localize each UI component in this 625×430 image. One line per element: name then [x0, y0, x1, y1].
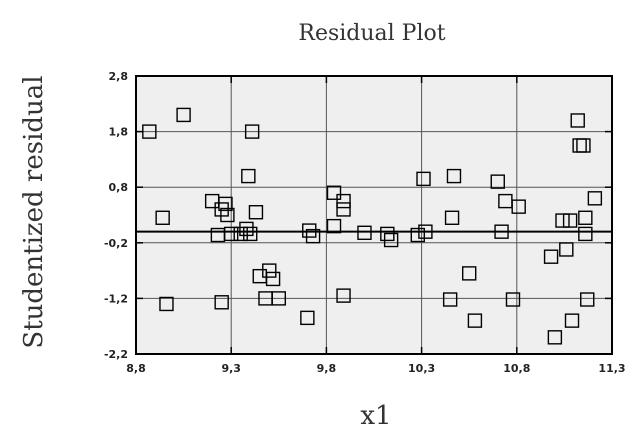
- x-tick-label: 10,3: [408, 362, 435, 375]
- data-point: [357, 225, 372, 240]
- data-point: [336, 288, 351, 303]
- data-point: [446, 168, 462, 184]
- data-point: [155, 210, 170, 225]
- data-point: [555, 213, 570, 228]
- data-point: [214, 295, 229, 310]
- y-tick-label: -1,2: [104, 292, 128, 305]
- data-point: [233, 226, 248, 242]
- data-point: [218, 196, 233, 212]
- data-point: [576, 138, 591, 153]
- x-tick-label: 9,8: [317, 362, 337, 375]
- data-point: [410, 227, 425, 243]
- data-point: [505, 292, 521, 307]
- data-point: [462, 266, 477, 281]
- data-point: [383, 232, 399, 248]
- data-point: [300, 310, 315, 326]
- grid-lines: [136, 76, 612, 354]
- data-point: [243, 226, 258, 242]
- y-axis-label: Studentized residual: [19, 75, 49, 348]
- data-point: [214, 202, 229, 217]
- plot-area: [135, 75, 613, 355]
- x-tick-label: 11,3: [598, 362, 625, 375]
- chart-title: Residual Plot: [298, 21, 445, 46]
- data-point: [416, 171, 431, 187]
- data-point: [578, 226, 593, 242]
- y-tick-label: -0,2: [104, 237, 128, 250]
- data-point: [543, 249, 559, 264]
- data-point: [494, 224, 509, 239]
- data-point: [326, 185, 342, 200]
- data-point: [444, 210, 460, 225]
- data-point: [142, 124, 157, 139]
- x-tick-label: 10,8: [503, 362, 530, 375]
- data-point: [336, 202, 351, 217]
- data-point: [241, 168, 256, 184]
- data-point: [580, 292, 595, 307]
- y-tick-label: 1,8: [109, 126, 129, 139]
- data-point: [559, 242, 574, 257]
- data-point: [248, 205, 264, 220]
- data-point: [578, 210, 593, 225]
- data-point: [220, 207, 235, 223]
- data-point: [490, 174, 505, 189]
- data-point: [262, 263, 277, 278]
- data-point: [159, 296, 174, 312]
- data-point: [265, 271, 281, 287]
- data-point: [223, 226, 239, 242]
- y-tick-label: 0,8: [109, 181, 129, 194]
- x-axis-label: x1: [360, 401, 391, 430]
- data-point: [511, 199, 526, 214]
- data-point: [305, 228, 321, 244]
- data-point: [271, 291, 286, 306]
- data-point: [467, 313, 483, 328]
- data-point: [336, 193, 351, 209]
- data-point: [418, 224, 433, 239]
- x-tick-label: 8,8: [126, 362, 146, 375]
- y-tick-label: 2,8: [109, 70, 129, 83]
- axis-ticks: [135, 75, 613, 355]
- y-tick-label: -2,2: [104, 348, 128, 361]
- tick-labels: 8,8 9,3 9,8 10,3 10,8 11,3 2,8 1,8 0,8 -0,2 -1,2 -2…: [104, 70, 625, 375]
- data-point: [587, 191, 603, 206]
- data-point: [564, 313, 580, 328]
- x-tick-label: 9,3: [221, 362, 241, 375]
- data-point: [442, 292, 458, 307]
- data-point: [239, 221, 254, 237]
- data-point: [244, 124, 260, 139]
- data-point: [562, 213, 578, 228]
- data-point: [176, 107, 191, 123]
- data-point: [302, 223, 317, 238]
- data-point: [547, 330, 563, 345]
- data-point: [570, 113, 585, 128]
- data-points: [142, 107, 603, 345]
- data-point: [326, 218, 342, 234]
